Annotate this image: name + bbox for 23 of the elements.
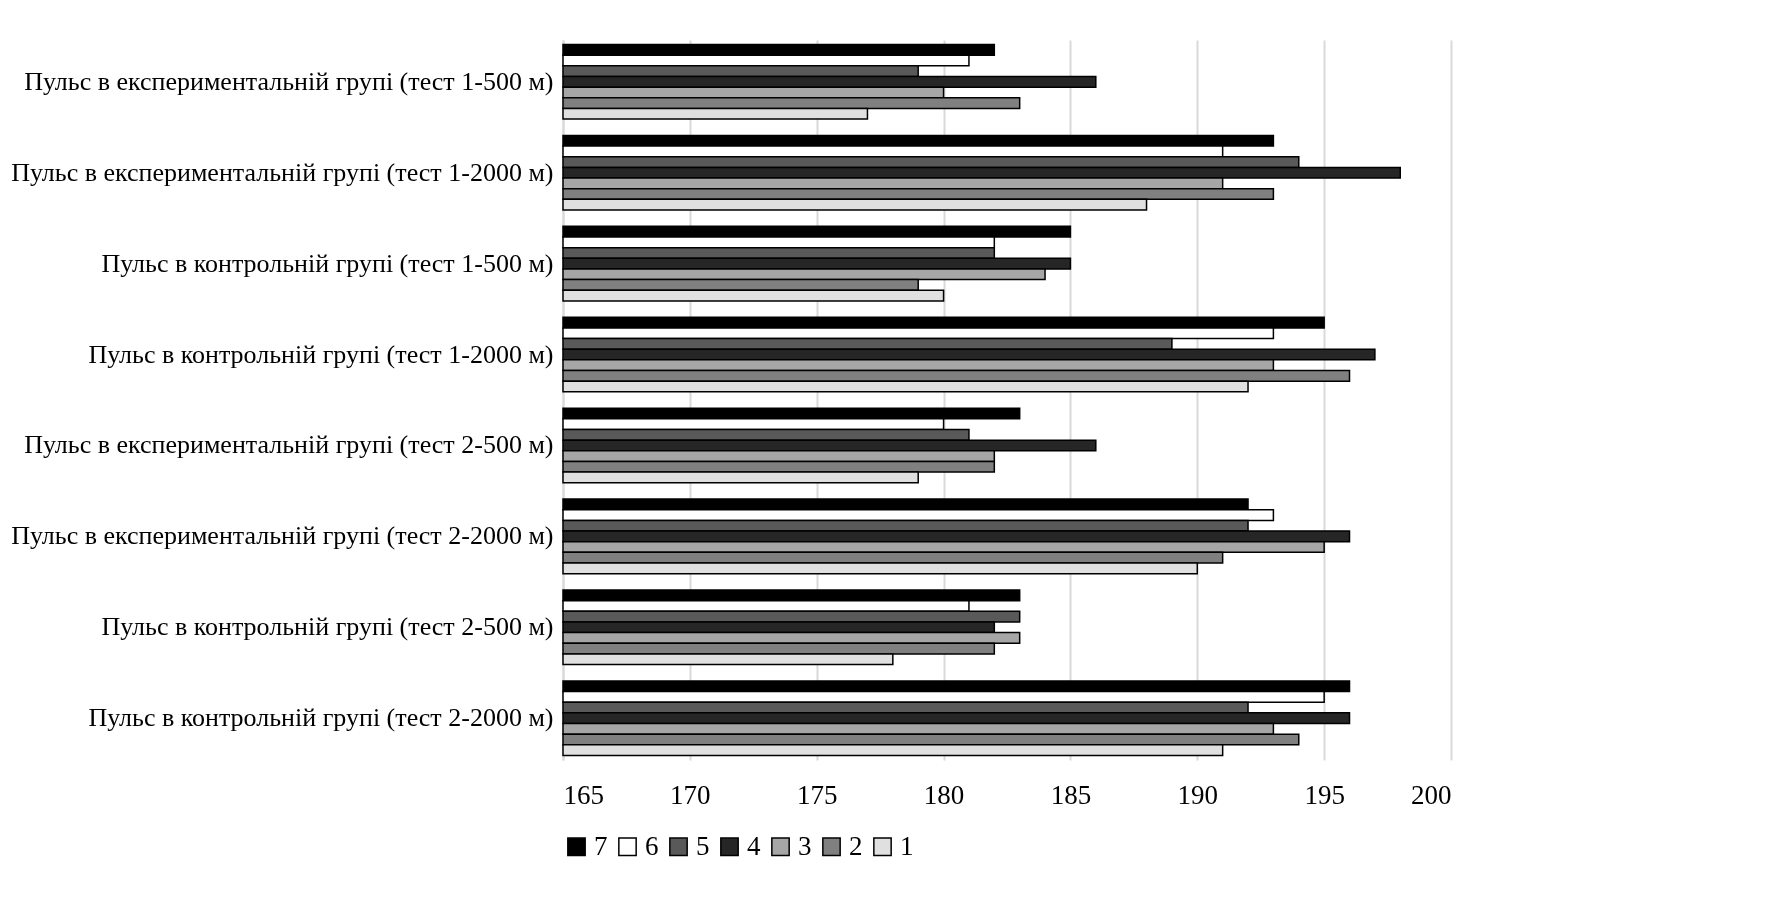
x-tick-label: 175 <box>796 779 838 810</box>
x-tick-label: 200 <box>1411 779 1452 810</box>
y-tick-label: Пульс в експериментальній групі (тест 2-2000 м) <box>11 521 554 551</box>
y-tick-label: Пульс в контрольній групі (тест 2-2000 м) <box>88 703 554 733</box>
legend-label: 7 <box>594 830 608 861</box>
x-tick-label: 195 <box>1304 779 1345 810</box>
legend-label: 6 <box>645 830 659 861</box>
legend-label: 1 <box>900 830 914 861</box>
x-tick-label: 190 <box>1177 779 1219 810</box>
y-tick-label: Пульс в експериментальній групі (тест 1-2000 м) <box>11 157 554 187</box>
x-tick-label: 165 <box>563 779 604 810</box>
x-tick-label: 180 <box>923 779 965 810</box>
legend-label: 3 <box>798 830 812 861</box>
legend-label: 5 <box>696 830 710 861</box>
legend-label: 4 <box>747 830 761 861</box>
y-tick-label: Пульс в контрольній групі (тест 2-500 м) <box>101 612 554 642</box>
x-tick-label: 170 <box>670 779 711 810</box>
y-tick-label: Пульс в контрольній групі (тест 1-2000 м) <box>88 339 554 369</box>
x-tick-label: 185 <box>1050 779 1092 810</box>
y-tick-label: Пульс в експериментальній групі (тест 2-500 м) <box>24 430 554 460</box>
legend-label: 2 <box>849 830 863 861</box>
y-tick-label: Пульс в контрольній групі (тест 1-500 м) <box>101 248 554 278</box>
y-tick-label: Пульс в експериментальній групі (тест 1-500 м) <box>24 66 554 96</box>
